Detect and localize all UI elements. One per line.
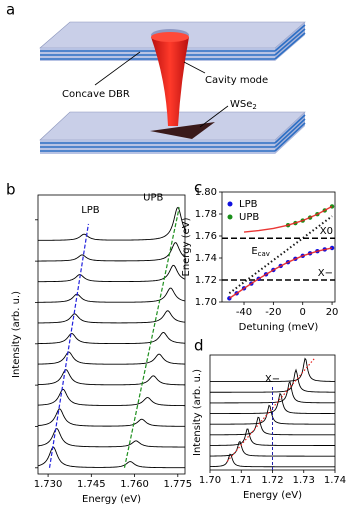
dbr-label: Concave DBR (62, 89, 130, 100)
y-tick-label: 1.76 (195, 231, 217, 242)
y-tick-label: 1.74 (195, 253, 217, 264)
guide-line (226, 357, 316, 462)
legend-label: UPB (239, 212, 259, 223)
reference-label: X− (318, 268, 333, 279)
pointer (183, 61, 206, 74)
spectrum (37, 428, 185, 448)
pointer (199, 105, 229, 128)
x-tick-label: 1.745 (77, 479, 106, 490)
x-tick-label: 1.730 (34, 479, 63, 490)
x-tick-label: 1.71 (230, 475, 252, 486)
x-tick-label: 0 (300, 307, 306, 318)
cavity-line (228, 215, 333, 295)
panel-label: a (6, 1, 15, 19)
y-tick-label: 1.80 (195, 187, 217, 198)
material-sub: 2 (252, 103, 256, 111)
guide-line (48, 223, 90, 468)
reference-label: X− (265, 374, 280, 385)
spectrum (210, 428, 335, 446)
x-tick-label: 20 (326, 307, 339, 318)
y-tick-label: 1.70 (195, 297, 217, 308)
x-axis-label: Energy (eV) (82, 494, 141, 505)
material-text: WSe (230, 99, 252, 110)
fit-line (228, 247, 333, 299)
cavity-label: Ecav (251, 246, 270, 258)
data-point (329, 245, 335, 251)
series-label: LPB (81, 205, 100, 216)
legend-marker (227, 214, 233, 220)
spectrum (37, 287, 186, 303)
spectrum (210, 440, 335, 457)
guide-line (123, 207, 180, 468)
x-axis-label: Energy (eV) (243, 490, 302, 501)
spectrum (38, 242, 186, 262)
spectrum (37, 369, 186, 386)
x-tick-label: 1.72 (261, 475, 283, 486)
fit-line (243, 205, 333, 233)
cavity-label-text: E (251, 246, 257, 257)
panel-label: c (194, 179, 202, 197)
x-tick-label: 1.775 (163, 479, 192, 490)
legend-marker (227, 201, 233, 207)
pointer (94, 51, 141, 86)
spectrum (38, 206, 186, 241)
y-axis-label: Intensity (arb. u.) (11, 291, 22, 378)
cavity-label-sub: cav (258, 250, 270, 258)
y-tick-label: 1.78 (195, 209, 217, 220)
spectrum (37, 310, 186, 324)
series-label: UPB (143, 192, 163, 203)
y-tick-label: 1.72 (195, 275, 217, 286)
x-tick-label: 1.74 (324, 475, 346, 486)
y-axis-label: Energy (eV) (181, 217, 192, 276)
spectrum (37, 408, 185, 427)
x-tick-label: -20 (265, 307, 281, 318)
plot-frame (221, 191, 336, 303)
x-tick-label: 1.70 (199, 475, 221, 486)
panel-label: b (6, 181, 16, 199)
spectrum (37, 332, 186, 345)
x-tick-label: 1.760 (120, 479, 149, 490)
x-axis-label: Detuning (meV) (239, 322, 319, 333)
mode-label: Cavity mode (205, 75, 268, 86)
spectrum (37, 264, 186, 283)
spectrum (37, 446, 185, 469)
spectrum (37, 388, 186, 407)
plot-frame (37, 194, 186, 475)
cavity-mode-top (151, 32, 189, 42)
spectrum (210, 404, 336, 425)
flake (150, 122, 215, 139)
y-axis-label: Intensity (arb. u.) (192, 369, 203, 456)
x-tick-label: -40 (236, 307, 252, 318)
spectrum (37, 351, 186, 365)
legend-label: LPB (239, 199, 258, 210)
material-label: WSe2 (230, 99, 257, 111)
mirror-layers (40, 114, 306, 152)
cavity-mode (151, 37, 189, 126)
panel-label: d (194, 337, 204, 355)
reference-label: X0 (320, 226, 333, 237)
spectrum (210, 357, 336, 383)
x-tick-label: 1.73 (293, 475, 315, 486)
spectrum (210, 392, 335, 414)
panel-a: a Concave DBR Cavity mode WSe2 (6, 1, 306, 154)
